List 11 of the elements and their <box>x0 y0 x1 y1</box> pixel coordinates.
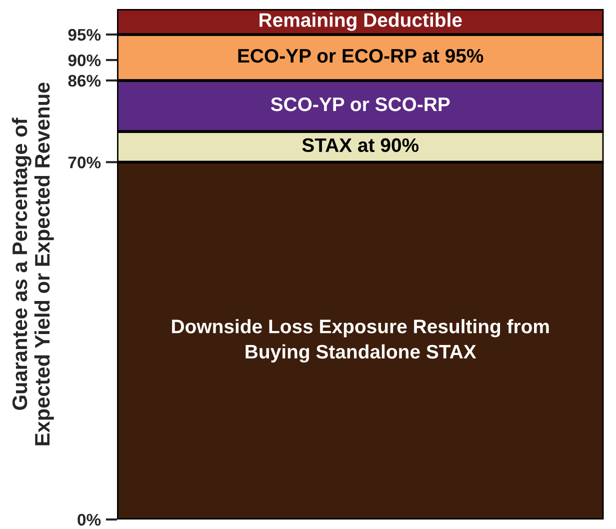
y-tick-label: 0% <box>78 514 101 526</box>
y-tick-label: 95% <box>68 28 101 41</box>
series-label: STAX at 90% <box>302 138 419 152</box>
y-axis-title: Guarantee as a Percentage of Expected Yield or Expected Revenue <box>12 82 54 446</box>
series-label: ECO-YP or ECO-RP at 95% <box>238 48 484 63</box>
series-label: Remaining Deductible <box>260 12 462 31</box>
series-label: SCO-YP or SCO-RP <box>270 97 450 112</box>
y-tick-label: 86% <box>68 74 101 87</box>
y-tick-label: 90% <box>68 54 101 66</box>
series-label: Downside Loss Exposure Resulting from Buying Standalone STAX <box>172 319 549 363</box>
y-tick-label: 70% <box>68 156 101 168</box>
